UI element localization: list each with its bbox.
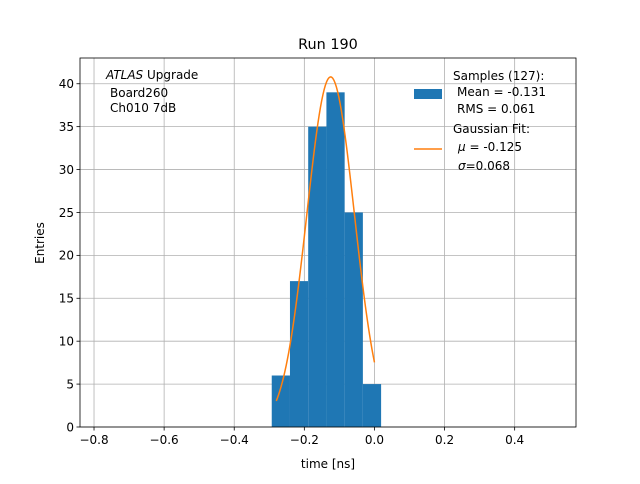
y-tick-label: 15 — [59, 292, 74, 306]
gaussian-fit-curve — [275, 76, 376, 402]
svg-text:σ=0.068: σ=0.068 — [458, 159, 510, 173]
x-tick-label: 0.2 — [435, 433, 454, 447]
chart-title: Run 190 — [298, 37, 358, 53]
legend: Samples (127): Mean = -0.131 RMS = 0.061… — [414, 69, 546, 173]
y-tick-label: 10 — [59, 334, 74, 348]
y-tick-label: 20 — [59, 249, 74, 263]
legend-fit-sigma: =0.068 — [466, 159, 510, 173]
atlas-italic: ATLAS — [105, 68, 144, 82]
atlas-annotation: ATLAS Upgrade Board260 Ch010 7dB — [105, 68, 198, 115]
histogram-bar — [326, 92, 345, 427]
histogram-bars — [271, 92, 382, 428]
histogram-bar — [289, 281, 309, 427]
legend-samples-mean: Mean = -0.131 — [457, 85, 546, 99]
histogram-bar — [308, 126, 327, 428]
gaussian-fit — [275, 76, 376, 402]
x-tick-label: −0.6 — [150, 433, 179, 447]
x-tick-label: 0.4 — [505, 433, 524, 447]
x-tick-label: −0.8 — [79, 433, 108, 447]
legend-samples-title: Samples (127): — [453, 69, 544, 83]
x-tick-label: −0.4 — [220, 433, 249, 447]
legend-fit-mu: -0.125 — [483, 140, 522, 154]
y-tick-label: 35 — [59, 120, 74, 134]
atlas-upgrade: Upgrade — [143, 68, 198, 82]
histogram-bar — [362, 384, 382, 427]
y-tick-label: 0 — [66, 420, 74, 434]
x-axis-label: time [ns] — [301, 457, 355, 471]
x-tick-label: −0.2 — [290, 433, 319, 447]
board-label: Board260 — [110, 86, 168, 100]
plot-frame — [79, 57, 577, 428]
legend-samples-swatch — [414, 89, 442, 99]
x-axis-ticks: −0.8 −0.6 −0.4 −0.2 0.0 0.2 0.4 — [79, 427, 524, 447]
y-tick-label: 25 — [59, 206, 74, 220]
y-tick-label: 5 — [66, 377, 74, 391]
y-tick-label: 40 — [59, 77, 74, 91]
histogram-bar — [344, 212, 363, 427]
histogram-bar — [271, 375, 290, 427]
y-axis-label: Entries — [33, 222, 47, 264]
x-tick-label: 0.0 — [365, 433, 384, 447]
svg-text:μ = -0.125: μ = -0.125 — [457, 140, 522, 154]
legend-samples-rms: RMS = 0.061 — [457, 102, 535, 116]
y-axis-ticks: 0 5 10 15 20 25 30 35 40 — [59, 77, 80, 434]
legend-fit-title: Gaussian Fit: — [453, 122, 530, 136]
y-tick-label: 30 — [59, 163, 74, 177]
svg-text:ATLAS Upgrade: ATLAS Upgrade — [105, 68, 198, 82]
channel-label: Ch010 7dB — [110, 101, 176, 115]
